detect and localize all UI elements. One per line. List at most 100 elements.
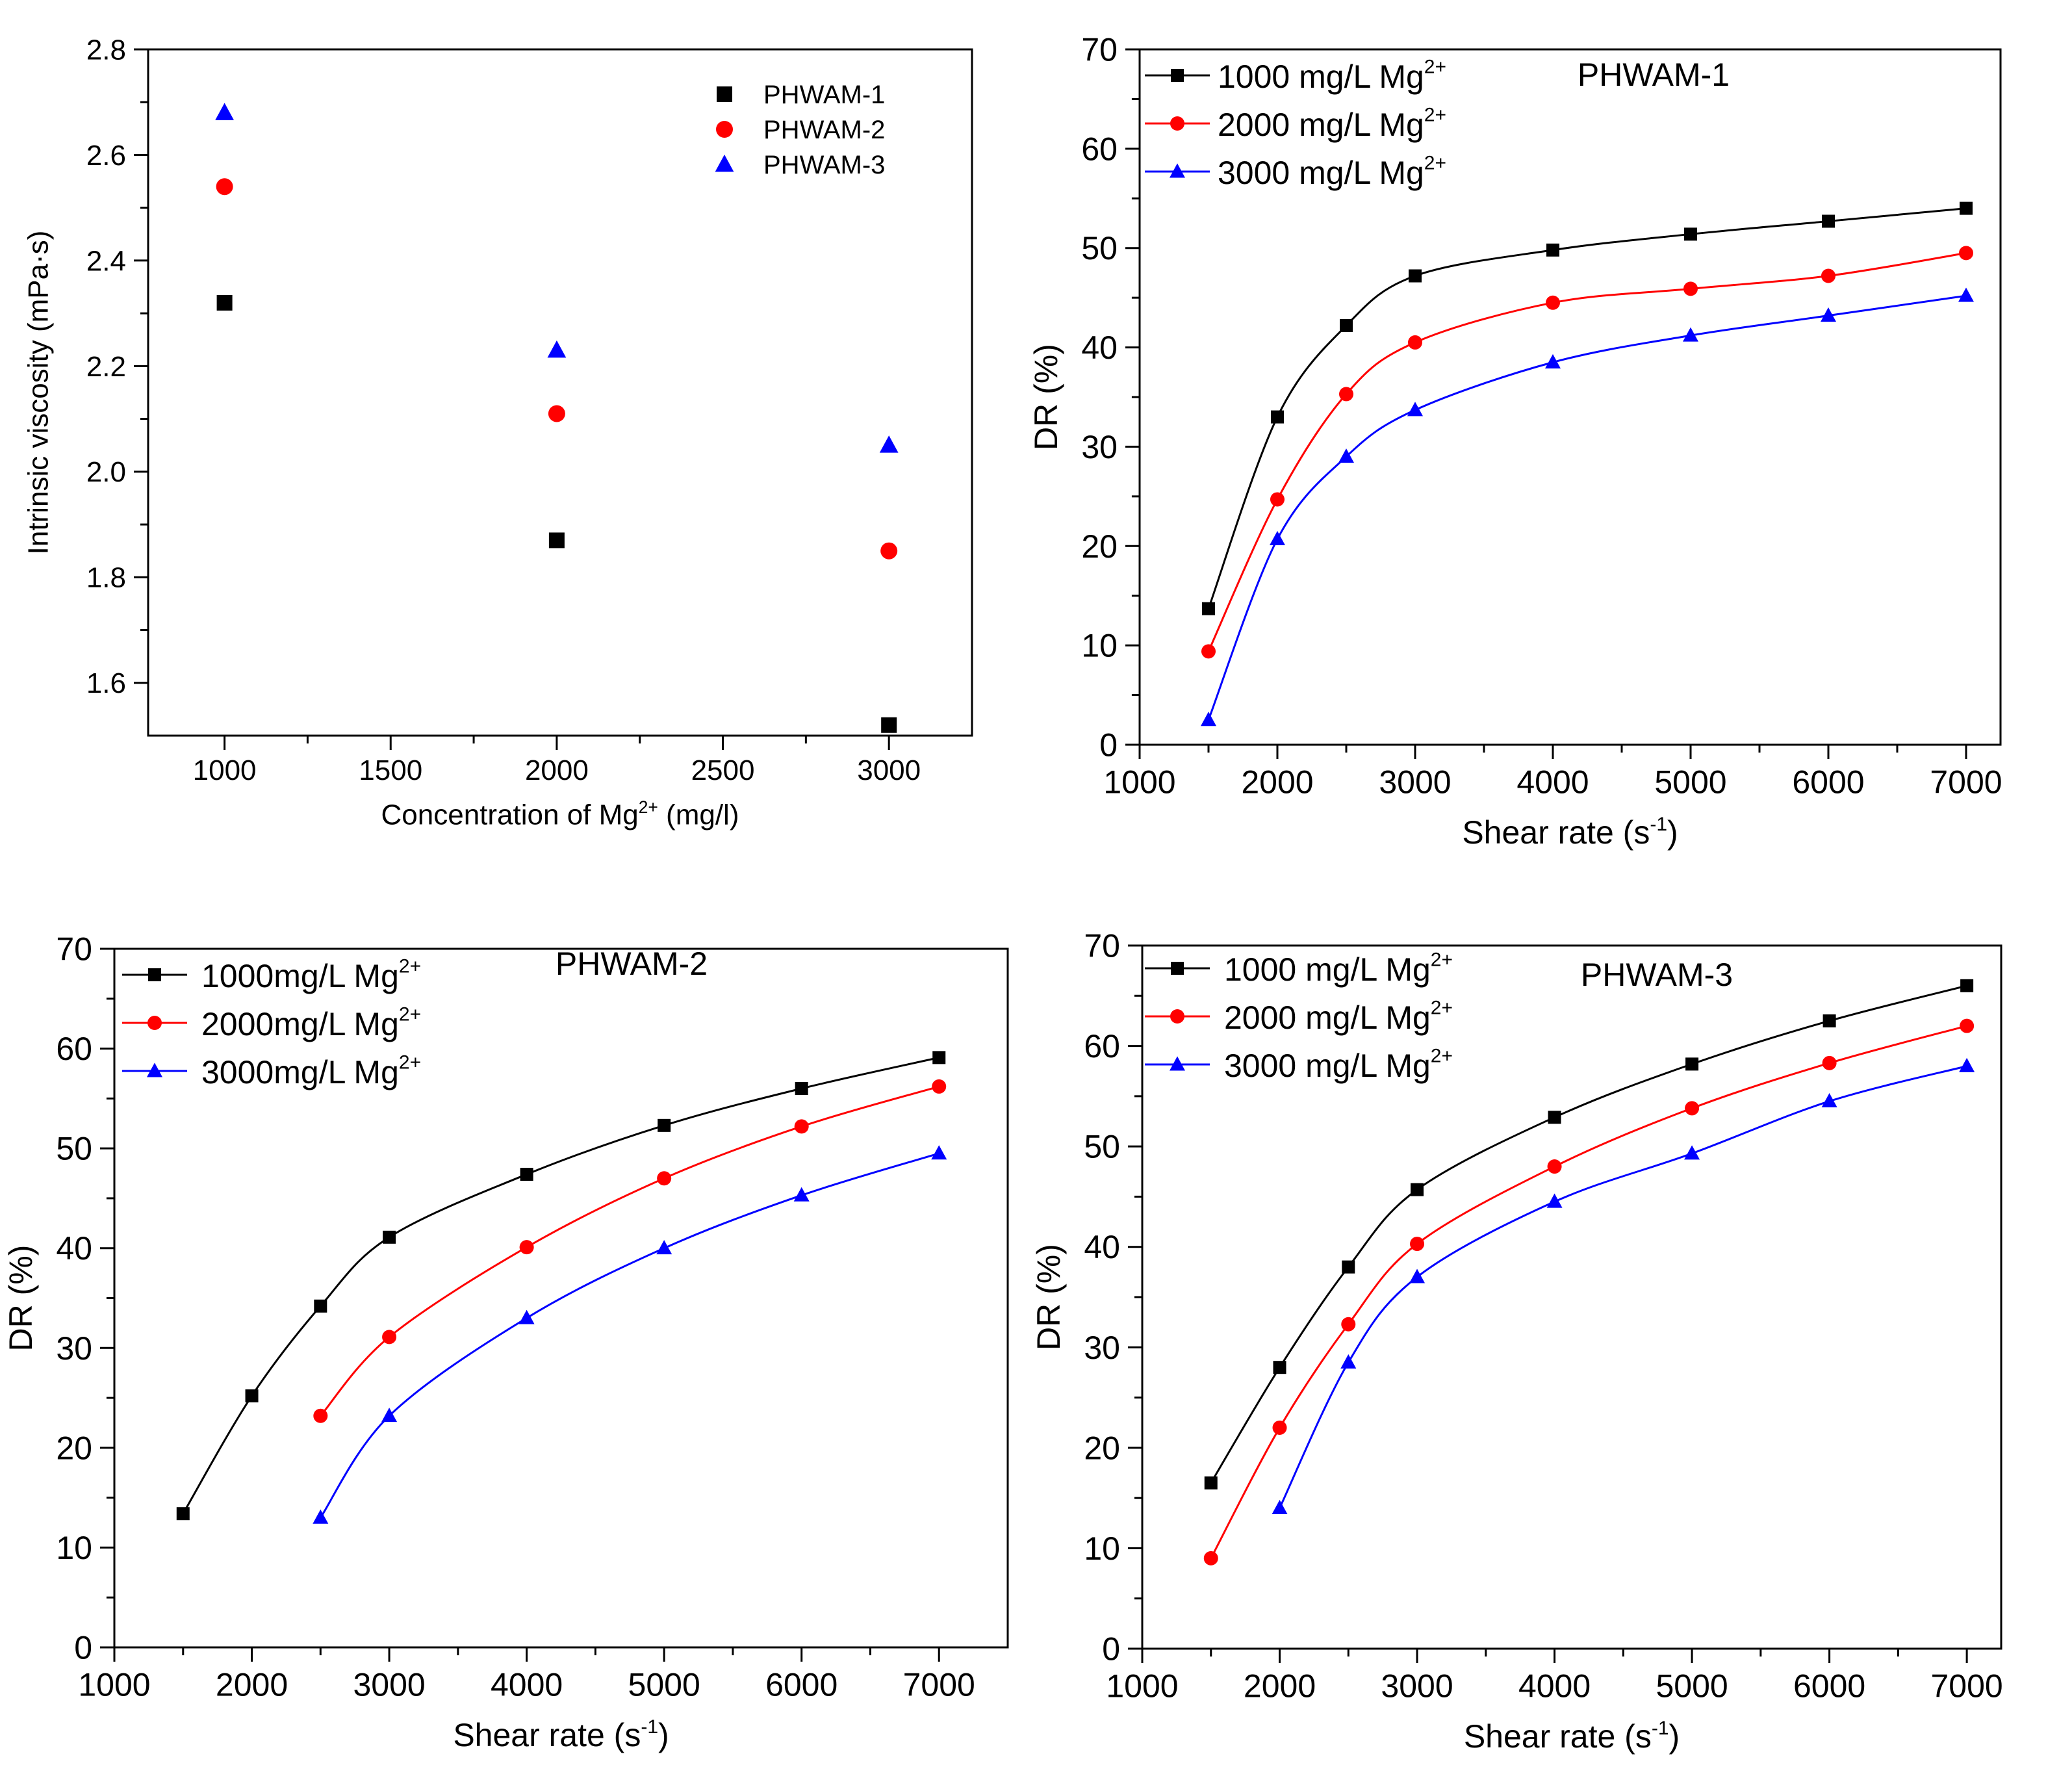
data-point <box>383 1230 396 1244</box>
x-tick-label: 5000 <box>1654 764 1726 801</box>
legend-symbol <box>1170 1009 1184 1024</box>
series-3000-mg-l-mg-2 <box>1201 287 1974 727</box>
data-point <box>1685 1101 1700 1116</box>
data-point <box>1409 269 1422 283</box>
data-point <box>1272 1500 1288 1515</box>
legend-symbol <box>715 154 734 172</box>
data-point <box>520 1168 533 1181</box>
x-tick-label: 1000 <box>1103 764 1175 801</box>
y-tick-label: 1.8 <box>86 562 126 594</box>
y-tick-label: 20 <box>56 1430 92 1466</box>
series-line <box>1279 1065 1967 1509</box>
data-point <box>1201 644 1216 659</box>
data-point <box>1204 1476 1218 1489</box>
x-tick-label: 7000 <box>903 1667 975 1703</box>
data-point <box>795 1082 808 1095</box>
y-tick-label: 0 <box>1102 1631 1120 1668</box>
y-tick-label: 50 <box>1081 230 1118 266</box>
x-tick-label: 2500 <box>691 754 755 786</box>
x-tick-label: 2000 <box>1241 764 1313 801</box>
y-tick-label: 40 <box>56 1230 92 1267</box>
legend-symbol <box>717 86 732 102</box>
x-tick-label: 3000 <box>857 754 921 786</box>
chart-intrinsic-viscosity: 1000 1500 2000 2500 3000 1.6 1.8 2.0 2.2 2.4 2.6 2.… <box>23 34 973 831</box>
data-point <box>1270 492 1285 507</box>
x-tick-label: 5000 <box>628 1667 700 1703</box>
y-axis-label: DR (%) <box>1030 1244 1067 1350</box>
y-tick-label: 30 <box>1084 1330 1120 1366</box>
data-point <box>1341 1317 1356 1332</box>
series-phwam-2-1 <box>216 178 898 560</box>
x-tick-label: 7000 <box>1930 764 2002 801</box>
data-point <box>1273 1361 1286 1374</box>
y-axis-label: Intrinsic viscosity (mPa·s) <box>23 231 55 555</box>
data-point <box>1270 530 1285 546</box>
series-line <box>1207 207 1967 610</box>
data-point <box>1203 1551 1218 1565</box>
y-tick-label: 30 <box>1081 429 1118 465</box>
data-point <box>548 532 565 548</box>
x-tick-label: 2000 <box>216 1667 288 1703</box>
y-axis-label: DR (%) <box>1028 344 1064 450</box>
data-point <box>215 103 234 120</box>
legend-symbol <box>148 968 161 981</box>
y-tick-label: 2.4 <box>86 245 126 277</box>
data-point <box>1547 1159 1562 1174</box>
data-point <box>382 1330 397 1345</box>
y-tick-label: 70 <box>1084 928 1120 964</box>
data-point <box>1822 214 1835 228</box>
x-tick-label: 3000 <box>353 1667 425 1703</box>
series-1000mg-l-mg-0 <box>176 1051 946 1521</box>
plot-frame <box>1138 48 2002 746</box>
legend-label: 3000 mg/L Mg2+ <box>1224 1046 1453 1085</box>
data-point <box>1546 295 1560 310</box>
data-point <box>245 1389 259 1402</box>
legend: 1000mg/L Mg2+ 2000mg/L Mg2+ 3000mg/L Mg2+ <box>122 956 421 1090</box>
series-2000-mg-l-mg-1 <box>1201 246 1973 659</box>
data-point <box>932 1051 946 1064</box>
x-tick-label: 6000 <box>1793 1668 1865 1705</box>
legend-symbol <box>716 121 733 138</box>
data-point <box>1202 602 1215 615</box>
data-point <box>1683 281 1698 296</box>
data-point <box>176 1507 190 1521</box>
x-tick-label: 5000 <box>1656 1668 1728 1705</box>
series-phwam-3-2 <box>215 103 899 453</box>
legend-symbol <box>1170 116 1184 131</box>
x-tick-label: 1000 <box>1106 1668 1178 1705</box>
legend: 1000 mg/L Mg2+ 2000 mg/L Mg2+ 3000 mg/L Mg… <box>1145 57 1446 192</box>
series-line <box>182 1056 940 1514</box>
x-tick-label: 4000 <box>491 1667 563 1703</box>
y-axis-label: DR (%) <box>3 1245 39 1352</box>
legend-label: 3000 mg/L Mg2+ <box>1218 153 1446 192</box>
y-tick-label: 10 <box>1081 628 1118 664</box>
series-line <box>1210 985 1967 1484</box>
y-tick-label: 1.6 <box>86 667 126 699</box>
y-tick-label: 10 <box>1084 1530 1120 1567</box>
y-tick-label: 50 <box>56 1131 92 1167</box>
data-point <box>1960 1018 1975 1033</box>
data-point <box>1959 246 1973 261</box>
series-3000-mg-l-mg-2 <box>1272 1057 1975 1515</box>
legend-symbol <box>1171 962 1184 975</box>
legend-symbol <box>1171 69 1184 82</box>
data-point <box>519 1240 534 1255</box>
x-axis-label: Shear rate (s-1) <box>1464 1718 1680 1755</box>
y-tick-label: 60 <box>1084 1028 1120 1064</box>
series-line <box>1210 1025 1967 1559</box>
x-tick-label: 4000 <box>1518 1668 1591 1705</box>
legend-label: 2000mg/L Mg2+ <box>201 1004 421 1043</box>
series-3000mg-l-mg-2 <box>313 1145 947 1524</box>
data-point <box>794 1119 809 1134</box>
series-2000mg-l-mg-1 <box>313 1079 947 1423</box>
data-point <box>881 717 897 733</box>
data-point <box>216 294 233 311</box>
data-point <box>1960 979 1974 992</box>
legend-symbol <box>1170 163 1185 178</box>
data-point <box>1340 1354 1357 1369</box>
legend-symbol <box>147 1063 162 1077</box>
data-point <box>658 1118 671 1132</box>
x-tick-label: 3000 <box>1381 1668 1453 1705</box>
data-point <box>931 1145 947 1160</box>
